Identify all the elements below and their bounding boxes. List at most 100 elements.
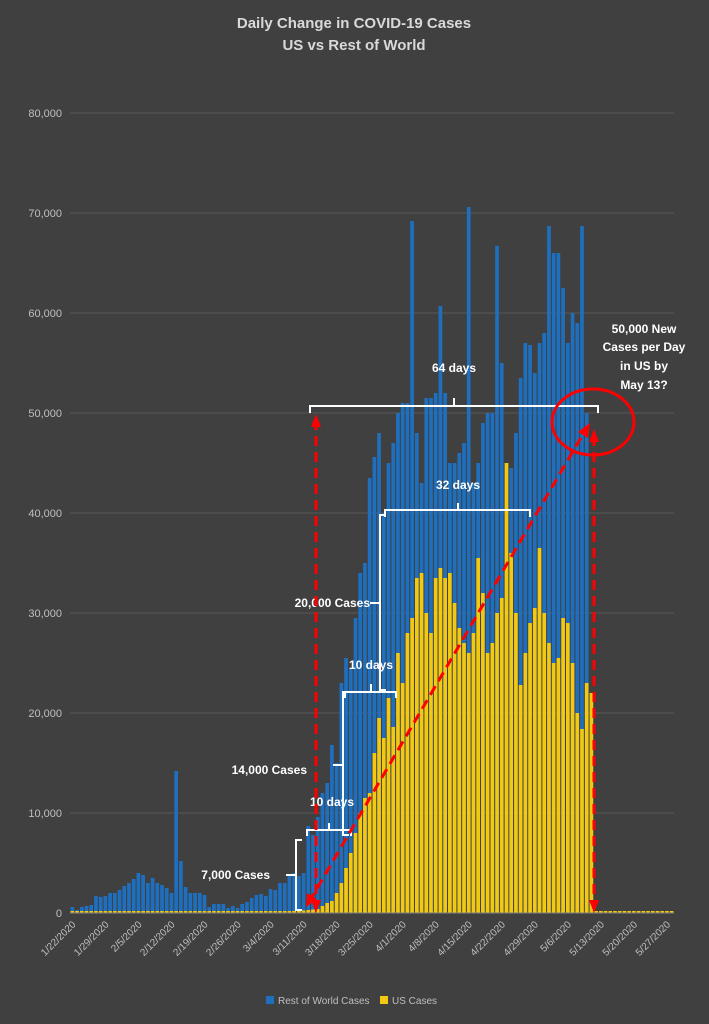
x-tick-label: 3/25/2020 <box>337 919 377 959</box>
us-baseline-bar <box>235 911 240 913</box>
annotation-vertical-right-arrow <box>589 429 599 913</box>
rest-of-world-bar <box>122 886 127 913</box>
rest-of-world-bar <box>315 817 320 913</box>
us-baseline-bar <box>495 911 499 913</box>
us-baseline-bar <box>339 911 344 913</box>
us-baseline-bar <box>448 911 452 913</box>
rest-of-world-bar <box>273 890 278 913</box>
us-baseline-bar <box>372 911 377 913</box>
us-baseline-bar <box>197 911 202 913</box>
us-baseline-bar <box>400 911 405 913</box>
rest-of-world-bar <box>518 378 523 913</box>
us-baseline-bar <box>358 911 363 913</box>
us-baseline-bar <box>476 911 481 913</box>
us-bar <box>410 618 414 913</box>
rest-of-world-bar <box>98 897 103 913</box>
us-baseline-bar <box>443 911 447 913</box>
us-bar <box>358 813 363 913</box>
rest-of-world-bar <box>339 683 344 913</box>
rest-of-world-bar <box>584 413 589 913</box>
us-baseline-bar <box>570 911 575 913</box>
rest-of-world-bar <box>297 876 301 913</box>
us-bar <box>339 883 344 913</box>
us-baseline-bar <box>669 911 674 913</box>
us-baseline-bar <box>212 911 216 913</box>
us-baseline-bar <box>599 911 603 913</box>
us-bar <box>405 633 410 913</box>
legend-swatch-rest-of-world <box>266 996 274 1004</box>
y-axis-ticks: 0 10,000 20,000 30,000 40,000 50,000 60,000 70,… <box>28 108 62 920</box>
rest-of-world-bar <box>282 883 287 913</box>
us-bar <box>495 613 499 913</box>
rest-of-world-bar <box>325 783 330 913</box>
us-baseline-bar <box>381 911 386 913</box>
us-baseline-bar <box>353 911 358 913</box>
rest-of-world-bar <box>216 904 221 913</box>
rest-of-world-bar <box>179 861 183 913</box>
us-baseline-bar <box>79 911 84 913</box>
us-baseline-bar <box>348 911 353 913</box>
us-baseline-bar <box>561 911 565 913</box>
rest-of-world-bar <box>259 894 263 913</box>
us-baseline-bar <box>330 911 334 913</box>
y-tick-label: 60,000 <box>28 308 62 320</box>
rest-of-world-bar <box>221 904 226 913</box>
us-baseline-bar <box>504 911 509 913</box>
us-baseline-bar <box>518 911 523 913</box>
us-baseline-bar <box>632 911 636 913</box>
us-baseline-bar <box>164 911 169 913</box>
rest-of-world-bar <box>381 513 386 913</box>
us-bar <box>542 613 547 913</box>
rest-of-world-bar <box>263 896 268 913</box>
us-baseline-bar <box>523 911 528 913</box>
us-baseline-bar <box>617 911 622 913</box>
rest-of-world-bar <box>249 898 254 913</box>
us-baseline-bar <box>146 911 150 913</box>
us-baseline-bar <box>216 911 221 913</box>
us-bar <box>504 463 509 913</box>
annotation-callout-line1: 50,000 New <box>612 322 677 336</box>
annotation-20000-cases-bracket <box>370 514 386 691</box>
rest-of-world-bar <box>306 826 311 913</box>
rest-of-world-bar <box>580 226 584 913</box>
us-baseline-bar <box>556 911 561 913</box>
us-baseline-bar <box>660 911 665 913</box>
rest-of-world-bar <box>240 904 245 913</box>
us-bar <box>363 798 367 913</box>
rest-of-world-bar <box>79 907 84 913</box>
us-baseline-bar <box>108 911 112 913</box>
annotation-vertical-left-arrow <box>311 414 321 913</box>
legend: Rest of World Cases US Cases <box>266 996 437 1007</box>
us-bar <box>381 738 386 913</box>
us-baseline-bar <box>320 911 325 913</box>
us-baseline-bar <box>509 911 514 913</box>
rest-of-world-bar <box>197 893 202 913</box>
us-baseline-bar <box>594 911 598 913</box>
us-baseline-bar <box>641 911 646 913</box>
us-baseline-bar <box>174 911 179 913</box>
rest-of-world-bar <box>334 763 339 913</box>
us-bar <box>438 568 443 913</box>
rest-of-world-bar <box>94 896 98 913</box>
us-baseline-bar <box>429 911 433 913</box>
us-baseline-bar <box>542 911 547 913</box>
rest-of-world-bar <box>570 313 575 913</box>
us-baseline-bar <box>230 911 235 913</box>
us-baseline-bar <box>481 911 485 913</box>
rest-of-world-bar <box>363 563 367 913</box>
us-baseline-bar <box>273 911 278 913</box>
rest-of-world-bar <box>400 403 405 913</box>
us-baseline-bar <box>315 911 320 913</box>
us-bar <box>419 573 424 913</box>
rest-of-world-bar <box>212 904 216 913</box>
us-baseline-bar <box>547 911 551 913</box>
us-baseline-bar <box>622 911 627 913</box>
us-baseline-bar <box>112 911 117 913</box>
rest-of-world-bar <box>207 907 212 913</box>
us-baseline-bar <box>94 911 98 913</box>
us-bar <box>532 608 537 913</box>
y-tick-label: 70,000 <box>28 208 62 220</box>
us-baseline-bar <box>457 911 462 913</box>
us-bar <box>514 613 518 913</box>
us-baseline-bar <box>278 911 282 913</box>
